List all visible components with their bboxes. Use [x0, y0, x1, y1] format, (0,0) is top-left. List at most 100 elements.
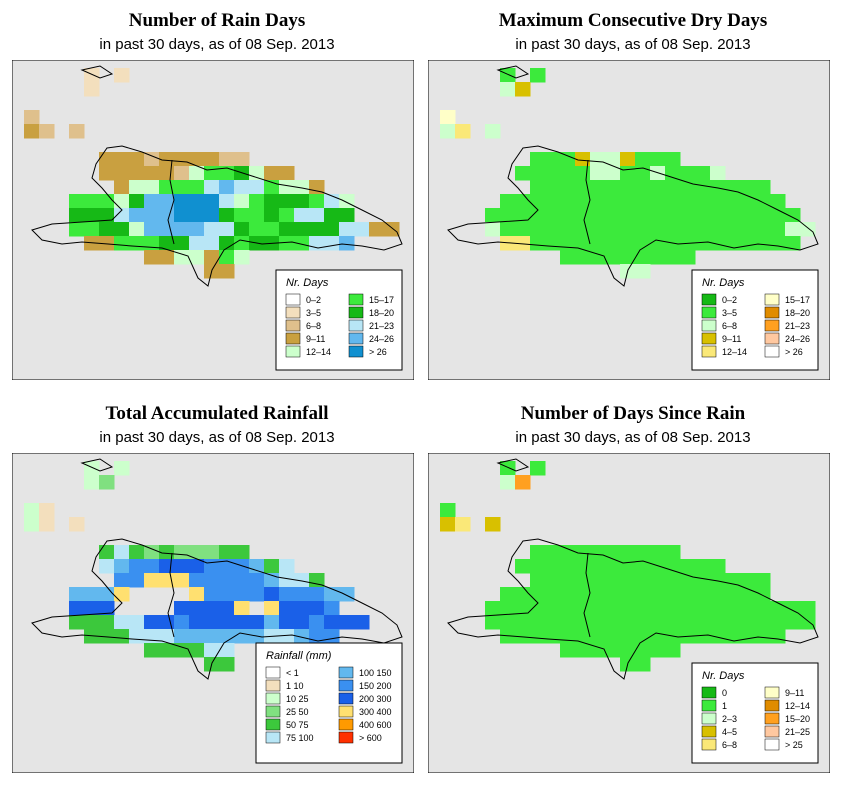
grid-cell	[560, 587, 576, 602]
chart-title: Number of Days Since Rain	[520, 403, 746, 424]
grid-cell	[324, 601, 340, 616]
legend-swatch	[764, 686, 780, 699]
grid-cell	[530, 152, 546, 167]
grid-cell	[249, 559, 265, 574]
grid-cell	[294, 222, 310, 237]
grid-cell	[515, 208, 531, 223]
grid-cell	[279, 222, 295, 237]
chart-subtitle: in past 30 days, as of 08 Sep. 2013	[99, 36, 335, 53]
grid-cell	[620, 222, 636, 237]
legend-swatch	[338, 666, 354, 679]
grid-cell	[354, 222, 370, 237]
legend-swatch	[701, 293, 717, 306]
grid-cell	[665, 250, 681, 265]
grid-cell	[324, 208, 340, 223]
legend-label: 1 10	[286, 681, 304, 691]
legend-label: 6–8	[722, 740, 737, 750]
grid-cell	[500, 208, 516, 223]
grid-cell	[530, 461, 546, 476]
grid-cell	[114, 222, 130, 237]
grid-cell	[695, 573, 711, 588]
grid-cell	[605, 194, 621, 209]
legend-label: 200 300	[359, 694, 392, 704]
grid-cell	[264, 208, 280, 223]
legend-swatch	[265, 718, 281, 731]
grid-cell	[249, 573, 265, 588]
map-svg: Nr. Days 0 1 2–3 4–5 6–8 9–11 12–14 15–20 21–25 > …	[428, 453, 830, 773]
legend-label: 50 75	[286, 720, 309, 730]
grid-cell	[605, 152, 621, 167]
grid-cell	[159, 250, 175, 265]
grid-cell	[174, 222, 190, 237]
legend-label: 100 150	[359, 668, 392, 678]
grid-cell	[204, 166, 220, 181]
grid-cell	[680, 601, 696, 616]
legend-label: 18–20	[369, 308, 394, 318]
legend-label: > 26	[785, 347, 803, 357]
grid-cell	[620, 573, 636, 588]
grid-cell	[710, 559, 726, 574]
grid-cell	[590, 545, 606, 560]
legend-swatch	[764, 712, 780, 725]
grid-cell	[129, 559, 145, 574]
grid-cell	[264, 587, 280, 602]
grid-cell	[560, 208, 576, 223]
legend-swatch	[701, 686, 717, 699]
grid-cell	[635, 250, 651, 265]
grid-cell	[710, 180, 726, 195]
legend-title: Nr. Days	[286, 277, 329, 289]
grid-cell	[99, 475, 115, 490]
grid-cell	[339, 194, 355, 209]
legend-swatch	[764, 293, 780, 306]
grid-cell	[324, 236, 340, 251]
grid-cell	[129, 166, 145, 181]
legend-label: 21–25	[785, 727, 810, 737]
grid-cell	[99, 236, 115, 251]
grid-cell	[695, 180, 711, 195]
grid-cell	[324, 222, 340, 237]
grid-cell	[590, 222, 606, 237]
grid-cell	[174, 152, 190, 167]
grid-cell	[530, 545, 546, 560]
grid-cell	[590, 152, 606, 167]
grid-cell	[545, 601, 561, 616]
grid-cell	[650, 166, 666, 181]
grid-cell	[530, 166, 546, 181]
grid-cell	[575, 545, 591, 560]
grid-cell	[99, 208, 115, 223]
grid-cell	[650, 152, 666, 167]
grid-cell	[515, 629, 531, 644]
grid-cell	[590, 643, 606, 658]
grid-cell	[219, 250, 235, 265]
grid-cell	[189, 573, 205, 588]
grid-cell	[545, 222, 561, 237]
grid-cell	[129, 208, 145, 223]
grid-cell	[575, 615, 591, 630]
legend-label: 9–11	[785, 688, 804, 698]
grid-cell	[485, 222, 501, 237]
grid-cell	[234, 587, 250, 602]
grid-cell	[129, 545, 145, 560]
grid-cell	[99, 559, 115, 574]
grid-cell	[174, 166, 190, 181]
grid-cell	[485, 208, 501, 223]
grid-cell	[650, 601, 666, 616]
grid-cell	[485, 615, 501, 630]
grid-cell	[174, 208, 190, 223]
grid-cell	[294, 587, 310, 602]
grid-cell	[710, 615, 726, 630]
grid-cell	[309, 601, 325, 616]
grid-cell	[279, 208, 295, 223]
grid-cell	[800, 615, 816, 630]
grid-cell	[710, 208, 726, 223]
grid-cell	[144, 166, 160, 181]
grid-cell	[204, 559, 220, 574]
grid-cell	[605, 166, 621, 181]
grid-cell	[279, 559, 295, 574]
grid-cell	[725, 180, 741, 195]
grid-cell	[204, 643, 220, 658]
grid-cell	[665, 587, 681, 602]
grid-cell	[755, 601, 771, 616]
grid-cell	[530, 601, 546, 616]
map-rainfall: Rainfall (mm) < 1 1 10 10 25 25 50 50 75 75 10…	[12, 453, 414, 773]
